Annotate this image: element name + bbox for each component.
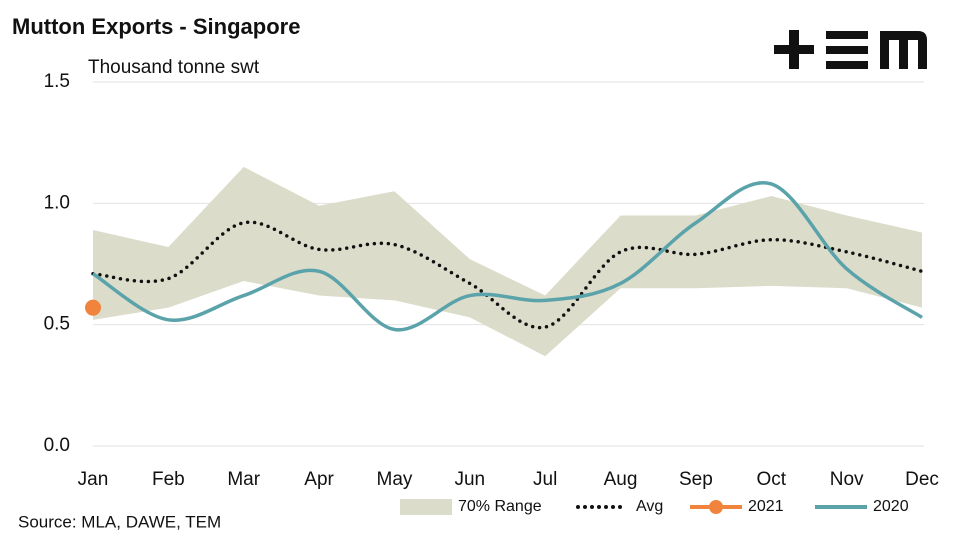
x-tick-label: May [377, 469, 413, 490]
x-tick-label: Jan [78, 469, 109, 490]
x-tick-label: Oct [756, 469, 786, 490]
x-tick-label: Sep [679, 469, 713, 490]
y-tick-label: 0.0 [44, 435, 70, 456]
x-tick-label: Dec [905, 469, 939, 490]
x-tick-label: Mar [227, 469, 260, 490]
legend-label: Avg [636, 498, 663, 515]
x-tick-label: Feb [152, 469, 185, 490]
y-axis-label: Thousand tonne swt [88, 57, 260, 78]
logo [774, 30, 927, 69]
data-line [92, 180, 923, 332]
legend-label: 70% Range [458, 498, 542, 515]
x-tick-label: Jul [533, 469, 557, 490]
chart-title: Mutton Exports - Singapore [12, 14, 300, 39]
x-tick-label: Apr [304, 469, 334, 490]
source: Source: MLA, DAWE, TEM [18, 512, 221, 531]
legend-label: 2020 [873, 498, 909, 515]
x-tick-label: Aug [604, 469, 638, 490]
x-tick-label: Jun [454, 469, 485, 490]
range-band [93, 166, 922, 357]
x-tick-label: Nov [830, 469, 864, 490]
data-point [85, 299, 101, 316]
y-tick-label: 0.5 [44, 314, 70, 335]
data-line [91, 220, 924, 330]
legend-label: 2021 [748, 498, 784, 515]
legend-marker [709, 500, 723, 514]
y-tick-label: 1.0 [44, 192, 70, 213]
legend-swatch [400, 499, 452, 515]
y-tick-label: 1.5 [44, 71, 70, 92]
